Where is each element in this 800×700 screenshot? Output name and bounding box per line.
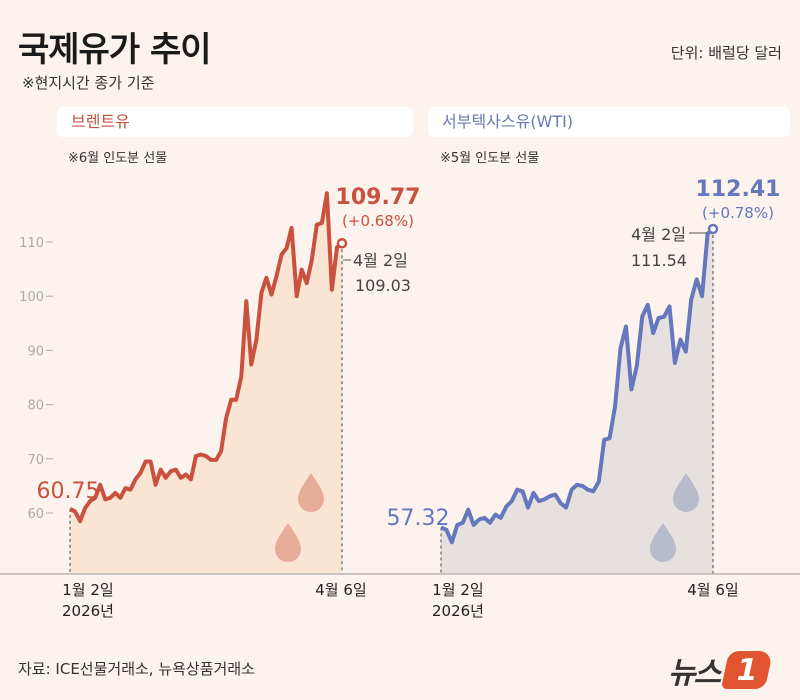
wti-note: ※5월 인도분 선물 — [440, 151, 540, 166]
y-tick-label: 70 — [27, 453, 44, 468]
wti-panel-title: 서부텍사스유(WTI) — [428, 107, 790, 137]
wti-end-label: 112.41 — [696, 177, 781, 202]
logo-one-icon: 1 — [721, 651, 774, 689]
wti-start-label: 57.32 — [387, 506, 450, 531]
unit-label: 단위: 배럴당 달러 — [670, 44, 782, 62]
y-tick-label: 100 — [19, 290, 44, 305]
wti-xtick-end: 4월 6일 — [687, 581, 738, 599]
y-tick-label: 80 — [27, 399, 44, 414]
oil-drop-icon — [673, 473, 699, 512]
brent-note: ※6월 인도분 선물 — [68, 151, 168, 166]
oil-drop-icon — [275, 523, 301, 562]
source-note: 자료: ICE선물거래소, 뉴욕상품거래소 — [18, 660, 255, 678]
brent-xtick-end: 4월 6일 — [315, 581, 366, 599]
page-title: 국제유가 추이 — [18, 30, 212, 70]
brent-end-label: 109.77 — [336, 185, 421, 210]
wti-annotation-value: 111.54 — [631, 251, 687, 270]
brent-end-marker — [336, 237, 348, 249]
wti-area — [441, 228, 713, 574]
brent-xtick-year: 2026년 — [62, 602, 114, 620]
wti-end-marker — [707, 223, 719, 235]
logo-text: 뉴스 — [668, 656, 721, 691]
y-tick-label: 110 — [19, 236, 44, 251]
brent-panel-title: 브렌트유 — [57, 107, 413, 137]
brent-annotation-value: 109.03 — [355, 276, 411, 295]
brent-area — [70, 193, 342, 574]
oil-drop-icon — [298, 473, 324, 512]
wti-end-change: (+0.78%) — [702, 204, 774, 222]
brent-end-change: (+0.68%) — [342, 212, 414, 230]
y-tick-label: 60 — [27, 507, 44, 522]
brent-start-label: 60.75 — [37, 479, 100, 504]
oil-drop-icon — [650, 523, 676, 562]
wti-xtick-start: 1월 2일 — [432, 581, 483, 599]
brent-chart — [69, 191, 348, 574]
y-tick-label: 90 — [27, 344, 44, 359]
brent-annotation-date: 4월 2일 — [353, 251, 408, 270]
news1-logo: 뉴스 1 — [668, 648, 774, 692]
wti-annotation-date: 4월 2일 — [631, 225, 686, 244]
brent-xtick-start: 1월 2일 — [62, 581, 113, 599]
wti-chart — [440, 223, 719, 574]
y-axis: 60 70 80 90 100 110 — [19, 236, 53, 522]
subtitle: ※현지시간 종가 기준 — [22, 74, 155, 92]
wti-xtick-year: 2026년 — [432, 602, 484, 620]
